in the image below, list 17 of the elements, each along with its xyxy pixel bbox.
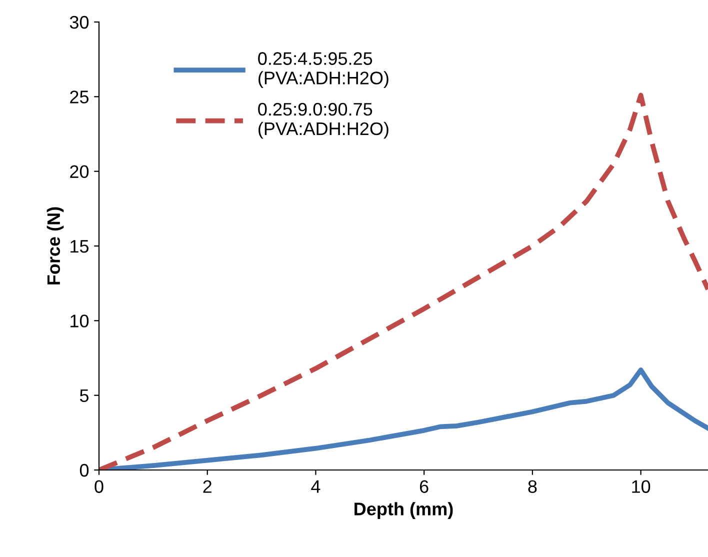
y-tick-label: 0 xyxy=(80,464,89,477)
y-tick-label: 30 xyxy=(70,16,89,29)
y-tick-label: 10 xyxy=(70,314,89,328)
x-tick-label: 2 xyxy=(203,480,212,493)
y-tick-label: 15 xyxy=(70,240,89,253)
x-tick-label: 10 xyxy=(632,480,650,493)
x-tick-label: 4 xyxy=(311,480,320,493)
x-tick-label: 0 xyxy=(94,480,104,493)
y-tick-label: 25 xyxy=(70,90,89,104)
y-tick-label: 20 xyxy=(70,165,89,178)
x-axis-title: Depth (mm) xyxy=(354,502,453,519)
y-tick-label: 5 xyxy=(80,389,89,402)
legend-label: 0.25:4.5:95.25 (PVA:ADH:H2O) xyxy=(258,52,388,88)
x-tick-label: 6 xyxy=(420,480,428,493)
legend-label: 0.25:9.0:90.75 (PVA:ADH:H2O) xyxy=(258,102,388,139)
y-axis-title: Force (N) xyxy=(46,207,64,284)
x-tick-label: 8 xyxy=(528,480,537,493)
